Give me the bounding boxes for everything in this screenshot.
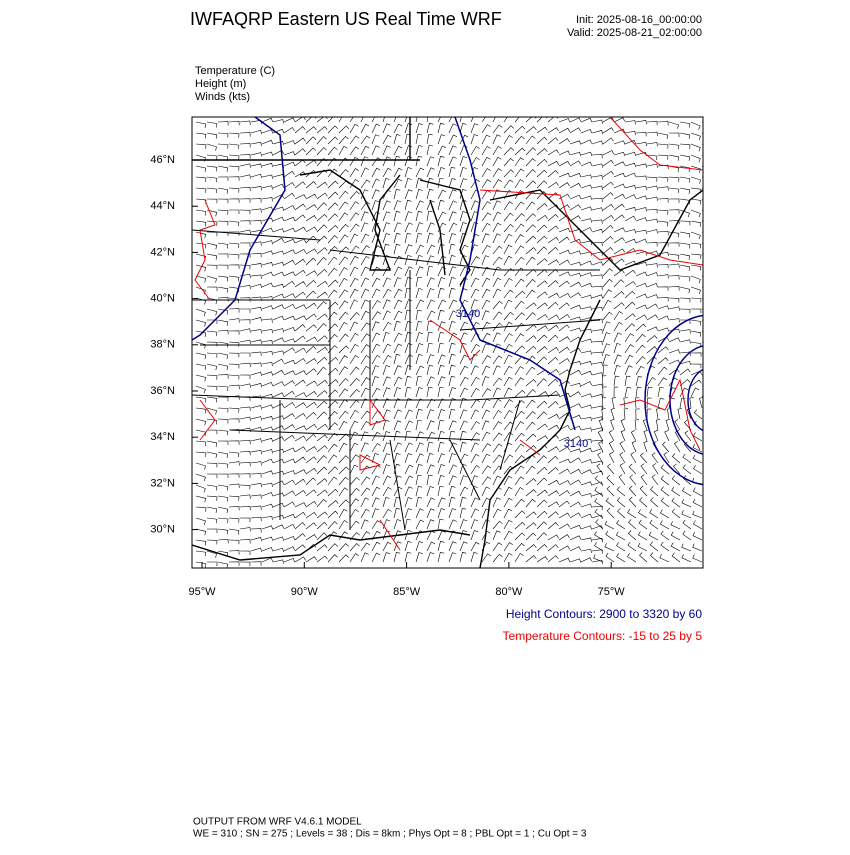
map-frame	[191, 116, 704, 569]
footer-line: WE = 310 ; SN = 275 ; Levels = 38 ; Dis …	[193, 829, 587, 840]
lat-label: 36°N	[150, 385, 175, 397]
barb-field	[195, 117, 703, 568]
map	[192, 117, 703, 568]
lon-label: 95°W	[188, 586, 216, 598]
lat-label: 46°N	[150, 154, 175, 166]
lon-label: 85°W	[393, 586, 421, 598]
lat-label: 34°N	[150, 431, 175, 443]
lat-label: 38°N	[150, 339, 175, 351]
wind-barbs	[195, 117, 703, 568]
boundaries	[192, 117, 703, 568]
field-name: Winds (kts)	[195, 91, 250, 103]
field-list: Temperature (C)Height (m)Winds (kts)	[195, 65, 275, 103]
lat-label: 44°N	[150, 200, 175, 212]
lon-label: 90°W	[291, 586, 319, 598]
lat-label: 42°N	[150, 246, 175, 258]
field-name: Height (m)	[195, 78, 246, 90]
temperature-contours	[194, 117, 703, 551]
valid-time: Valid: 2025-08-21_02:00:00	[567, 27, 702, 39]
lat-label: 30°N	[150, 524, 175, 536]
height-contour-info: Height Contours: 2900 to 3320 by 60	[506, 607, 702, 621]
lat-label: 32°N	[150, 477, 175, 489]
temperature-contour-info: Temperature Contours: -15 to 25 by 5	[503, 629, 703, 643]
axes: 46°N 44°N 42°N 40°N 38°N 36°N 34°N 32°N 30°N 95°W…	[150, 154, 625, 598]
field-name: Temperature (C)	[195, 65, 275, 77]
init-time: Init: 2025-08-16_00:00:00	[576, 14, 702, 26]
contour-label: 3140	[564, 438, 588, 450]
contour-label: 3140	[456, 308, 480, 320]
lon-label: 75°W	[598, 586, 626, 598]
title: IWFAQRP Eastern US Real Time WRF	[190, 9, 502, 29]
lon-label: 80°W	[495, 586, 523, 598]
lat-label: 40°N	[150, 293, 175, 305]
footer-line: OUTPUT FROM WRF V4.6.1 MODEL	[193, 817, 362, 828]
